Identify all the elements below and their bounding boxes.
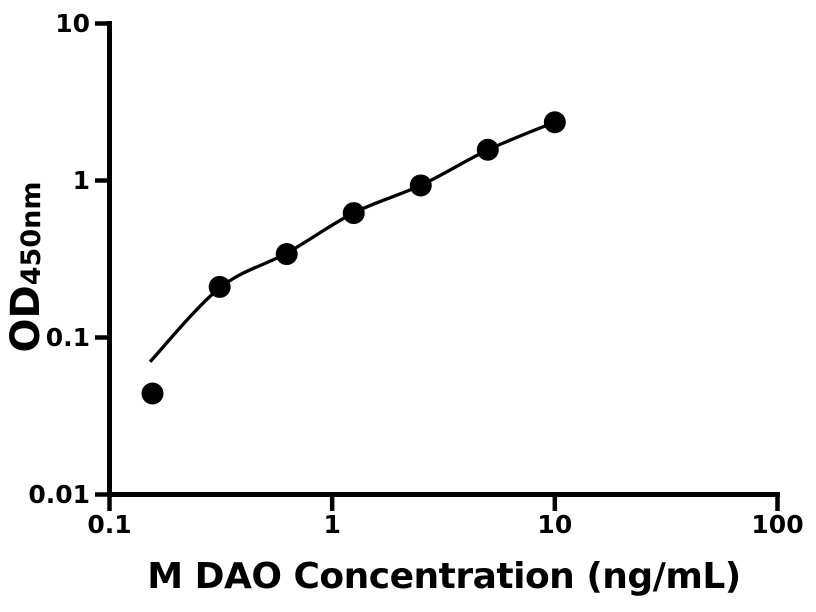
y-tick-label: 1	[73, 166, 90, 195]
data-point	[275, 243, 298, 266]
data-point	[476, 138, 499, 161]
data-point	[543, 111, 566, 134]
y-axis-title: OD 450nm	[3, 166, 54, 368]
x-tick-label: 1	[323, 510, 340, 539]
y-axis-title-subscript: 450nm	[16, 181, 47, 286]
data-point	[208, 275, 231, 298]
y-axis-title-main: OD	[3, 285, 49, 353]
y-tick-label: 0.01	[28, 480, 90, 509]
data-point	[409, 174, 432, 197]
y-tick-label: 0.1	[46, 323, 90, 352]
y-tick-label: 10	[55, 9, 90, 38]
data-point	[141, 382, 164, 405]
data-point	[342, 202, 365, 225]
x-tick-label: 10	[537, 510, 572, 539]
x-axis-title: M DAO Concentration (ng/mL)	[147, 556, 741, 597]
x-tick-label: 100	[751, 510, 803, 539]
x-tick-label: 0.1	[87, 510, 131, 539]
